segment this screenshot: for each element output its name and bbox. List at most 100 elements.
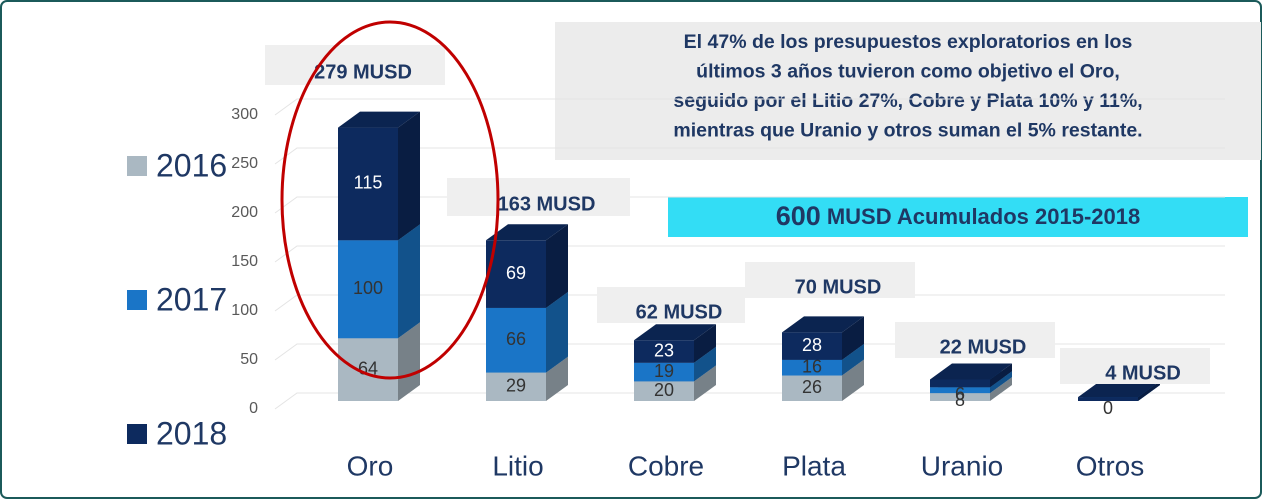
x-tick-label: Oro — [347, 450, 394, 481]
bar-side — [694, 324, 716, 363]
legend-swatch — [127, 156, 147, 176]
annotation-line: últimos 3 años tuvieron como objetivo el… — [696, 61, 1120, 83]
total-box — [265, 45, 445, 85]
total-label: 70 MUSD — [795, 276, 882, 298]
bar-side — [694, 346, 716, 382]
annotation-line: seguido por el Litio 27%, Cobre y Plata … — [673, 90, 1142, 112]
bar-segment — [782, 316, 864, 360]
bar-front — [782, 332, 842, 360]
data-label: 26 — [802, 377, 822, 397]
data-label: 16 — [802, 357, 822, 377]
x-tick-label: Uranio — [921, 450, 1003, 481]
bar-side — [842, 343, 864, 376]
annotation-line: El 47% de los presupuestos exploratorios… — [684, 31, 1133, 53]
data-label: 115 — [354, 173, 383, 193]
bar-side — [1138, 381, 1160, 401]
data-label: 19 — [654, 361, 674, 381]
bar-front — [930, 393, 990, 401]
data-label: 23 — [654, 340, 674, 360]
x-tick-label: Otros — [1076, 450, 1144, 481]
legend-swatch — [127, 424, 147, 444]
bar-front — [338, 338, 398, 401]
bar-top — [1078, 381, 1160, 398]
banner-text: MUSD Acumulados 2015-2018 — [827, 204, 1140, 229]
banner: 600 MUSD Acumulados 2015-2018 — [776, 201, 1140, 231]
bar-front — [486, 240, 546, 308]
data-label: 6 — [955, 384, 965, 404]
total-box — [1060, 348, 1210, 384]
data-label: 0 — [1103, 398, 1113, 418]
bar-segment — [634, 324, 716, 363]
bar-side — [990, 371, 1012, 394]
bar-top — [782, 316, 864, 333]
grid-line — [274, 245, 1225, 263]
bar-side — [694, 365, 716, 401]
annotation-line: mientras que Uranio y otros suman el 5% … — [673, 120, 1142, 142]
bar-front — [634, 340, 694, 363]
bar-front — [930, 379, 990, 388]
bar-front — [782, 375, 842, 401]
banner-number: 600 — [776, 201, 821, 231]
bar-front — [930, 387, 990, 394]
bar-segment — [1078, 381, 1160, 401]
y-tick-label: 150 — [231, 253, 258, 270]
bar-side — [398, 111, 420, 241]
data-label: 28 — [802, 335, 822, 355]
bar-segment — [338, 111, 420, 241]
bar-segment — [486, 224, 568, 308]
data-label: 66 — [506, 329, 526, 349]
y-tick-label: 100 — [231, 302, 258, 319]
x-tick-label: Cobre — [628, 450, 704, 481]
bar-side — [546, 291, 568, 373]
legend-label: 2016 — [156, 147, 227, 183]
bar-side — [546, 356, 568, 401]
total-label: 22 MUSD — [940, 336, 1027, 358]
total-box — [745, 262, 915, 298]
grid-line — [274, 294, 1225, 312]
bar-side — [842, 316, 864, 360]
total-label: 163 MUSD — [498, 193, 596, 215]
data-label: 29 — [506, 376, 526, 396]
bar-side — [546, 224, 568, 308]
data-label: 100 — [353, 278, 383, 298]
y-tick-label: 300 — [231, 106, 258, 123]
data-label: 8 — [955, 390, 965, 410]
y-tick-label: 200 — [231, 204, 258, 221]
data-label: 20 — [654, 380, 674, 400]
bar-front — [338, 127, 398, 241]
bar-side — [398, 224, 420, 339]
annotation-box — [555, 22, 1261, 160]
banner-box — [668, 197, 1248, 237]
total-box — [597, 287, 745, 323]
bar-top — [634, 324, 716, 341]
bar-front — [782, 359, 842, 376]
bar-top — [486, 224, 568, 241]
total-label: 62 MUSD — [636, 301, 723, 323]
total-box — [895, 322, 1055, 358]
total-label: 279 MUSD — [314, 61, 412, 83]
bar-front — [634, 381, 694, 401]
x-tick-label: Plata — [782, 450, 846, 481]
bar-side — [398, 322, 420, 401]
legend-label: 2018 — [156, 415, 227, 451]
bar-side — [990, 363, 1012, 388]
y-tick-label: 250 — [231, 155, 258, 172]
highlight-ellipse — [280, 20, 500, 380]
bar-front — [634, 362, 694, 382]
bar-front — [338, 240, 398, 339]
grid-line — [274, 98, 1225, 116]
y-tick-label: 0 — [249, 400, 258, 417]
y-tick-label: 50 — [240, 351, 258, 368]
bar-segment — [930, 363, 1012, 388]
total-label: 4 MUSD — [1105, 362, 1181, 384]
total-box — [447, 178, 630, 216]
grid-line — [274, 392, 1225, 410]
grid-line — [274, 147, 1225, 165]
bar-side — [990, 377, 1012, 401]
bar-top — [930, 363, 1012, 380]
bar-side — [842, 359, 864, 401]
legend-label: 2017 — [156, 281, 227, 317]
bar-top — [338, 111, 420, 128]
bar-front — [486, 372, 546, 401]
